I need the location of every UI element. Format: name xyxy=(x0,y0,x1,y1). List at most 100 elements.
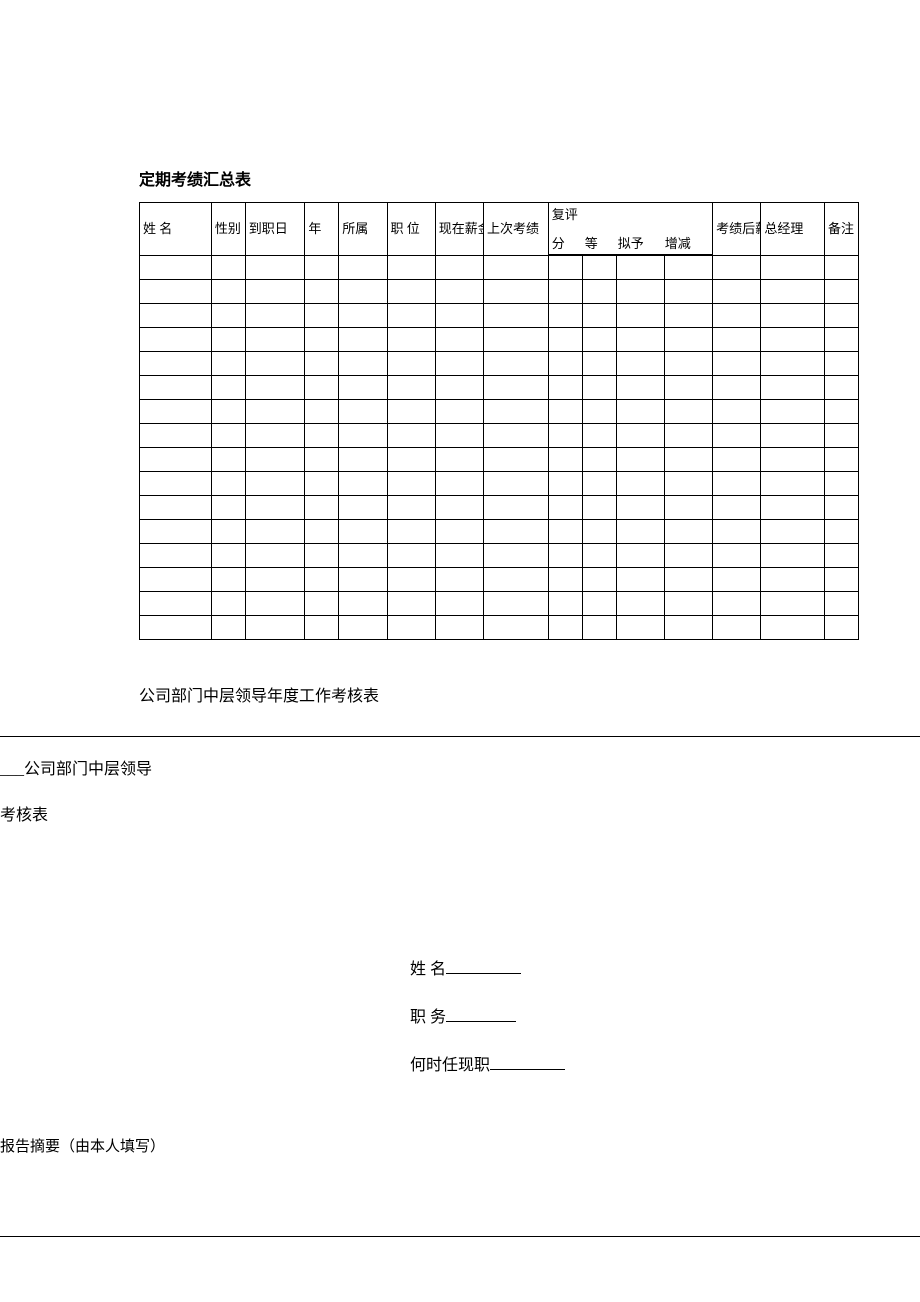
table-cell xyxy=(664,520,712,544)
table-cell xyxy=(664,496,712,520)
col-position: 职 位 xyxy=(387,203,435,256)
table-cell xyxy=(387,568,435,592)
col-suggested-salary: 考绩后薪 xyxy=(713,203,761,256)
table-cell xyxy=(435,304,483,328)
table-cell xyxy=(761,400,825,424)
table-row xyxy=(140,448,859,472)
field-since-label: 何时任现职 xyxy=(410,1057,490,1074)
table-cell xyxy=(339,328,387,352)
table-cell xyxy=(211,376,245,400)
table-cell xyxy=(761,496,825,520)
table-cell xyxy=(245,352,305,376)
table-cell xyxy=(245,592,305,616)
table-cell xyxy=(245,304,305,328)
table-cell xyxy=(582,616,616,640)
table-cell xyxy=(484,448,549,472)
table-cell xyxy=(616,304,664,328)
table-cell xyxy=(387,352,435,376)
table-cell xyxy=(435,256,483,280)
table-cell xyxy=(305,616,339,640)
left-text-company: ___公司部门中层领导 xyxy=(0,755,920,779)
table-cell xyxy=(616,376,664,400)
table-cell xyxy=(582,592,616,616)
table-cell xyxy=(616,496,664,520)
table-cell xyxy=(245,256,305,280)
table-cell xyxy=(664,256,712,280)
table-cell xyxy=(339,472,387,496)
table-cell xyxy=(211,304,245,328)
table-row xyxy=(140,424,859,448)
table-row xyxy=(140,616,859,640)
table-cell xyxy=(825,352,859,376)
table-cell xyxy=(435,616,483,640)
table-cell xyxy=(484,520,549,544)
table-cell xyxy=(245,448,305,472)
table-cell xyxy=(713,592,761,616)
table-cell xyxy=(339,544,387,568)
table-cell xyxy=(825,328,859,352)
table-cell xyxy=(616,328,664,352)
table-cell xyxy=(140,448,212,472)
table-cell xyxy=(140,376,212,400)
table-cell xyxy=(305,496,339,520)
table-cell xyxy=(713,472,761,496)
table-cell xyxy=(140,496,212,520)
table-cell xyxy=(211,472,245,496)
table-cell xyxy=(211,256,245,280)
table-cell xyxy=(825,424,859,448)
table-cell xyxy=(825,376,859,400)
table-cell xyxy=(339,256,387,280)
field-name: 姓 名 xyxy=(410,955,920,979)
table-cell xyxy=(582,568,616,592)
table-cell xyxy=(435,568,483,592)
table-cell xyxy=(616,592,664,616)
table-cell xyxy=(616,568,664,592)
table-cell xyxy=(339,592,387,616)
table-body xyxy=(140,256,859,640)
table-cell xyxy=(484,592,549,616)
table-cell xyxy=(435,472,483,496)
table-row xyxy=(140,544,859,568)
table-cell xyxy=(305,592,339,616)
table-cell xyxy=(582,280,616,304)
table-cell xyxy=(339,616,387,640)
table-cell xyxy=(825,280,859,304)
table-cell xyxy=(713,400,761,424)
table-cell xyxy=(664,328,712,352)
table-cell xyxy=(305,376,339,400)
table-cell xyxy=(387,376,435,400)
field-name-label: 姓 名 xyxy=(410,961,446,978)
table-cell xyxy=(140,400,212,424)
table-row xyxy=(140,280,859,304)
table-cell xyxy=(548,304,582,328)
table-cell xyxy=(484,424,549,448)
table-cell xyxy=(825,448,859,472)
table-cell xyxy=(713,352,761,376)
table-cell xyxy=(548,256,582,280)
table-cell xyxy=(484,256,549,280)
table-cell xyxy=(713,328,761,352)
table-cell xyxy=(713,448,761,472)
table-cell xyxy=(616,424,664,448)
table-cell xyxy=(761,472,825,496)
table-cell xyxy=(616,616,664,640)
table-cell xyxy=(484,544,549,568)
table-cell xyxy=(825,400,859,424)
table-cell xyxy=(761,376,825,400)
table-cell xyxy=(548,496,582,520)
table-cell xyxy=(582,400,616,424)
table-cell xyxy=(825,616,859,640)
table-cell xyxy=(713,304,761,328)
table-cell xyxy=(582,520,616,544)
left-text-form: 考核表 xyxy=(0,801,920,825)
table-cell xyxy=(211,280,245,304)
table-cell xyxy=(582,376,616,400)
table-cell xyxy=(305,328,339,352)
table-cell xyxy=(305,424,339,448)
table-cell xyxy=(761,352,825,376)
table-cell xyxy=(484,328,549,352)
field-position: 职 务 xyxy=(410,1003,920,1027)
table-cell xyxy=(548,280,582,304)
divider-2 xyxy=(0,1236,920,1237)
col-reeval: 复评分等拟予增减 xyxy=(548,203,712,255)
